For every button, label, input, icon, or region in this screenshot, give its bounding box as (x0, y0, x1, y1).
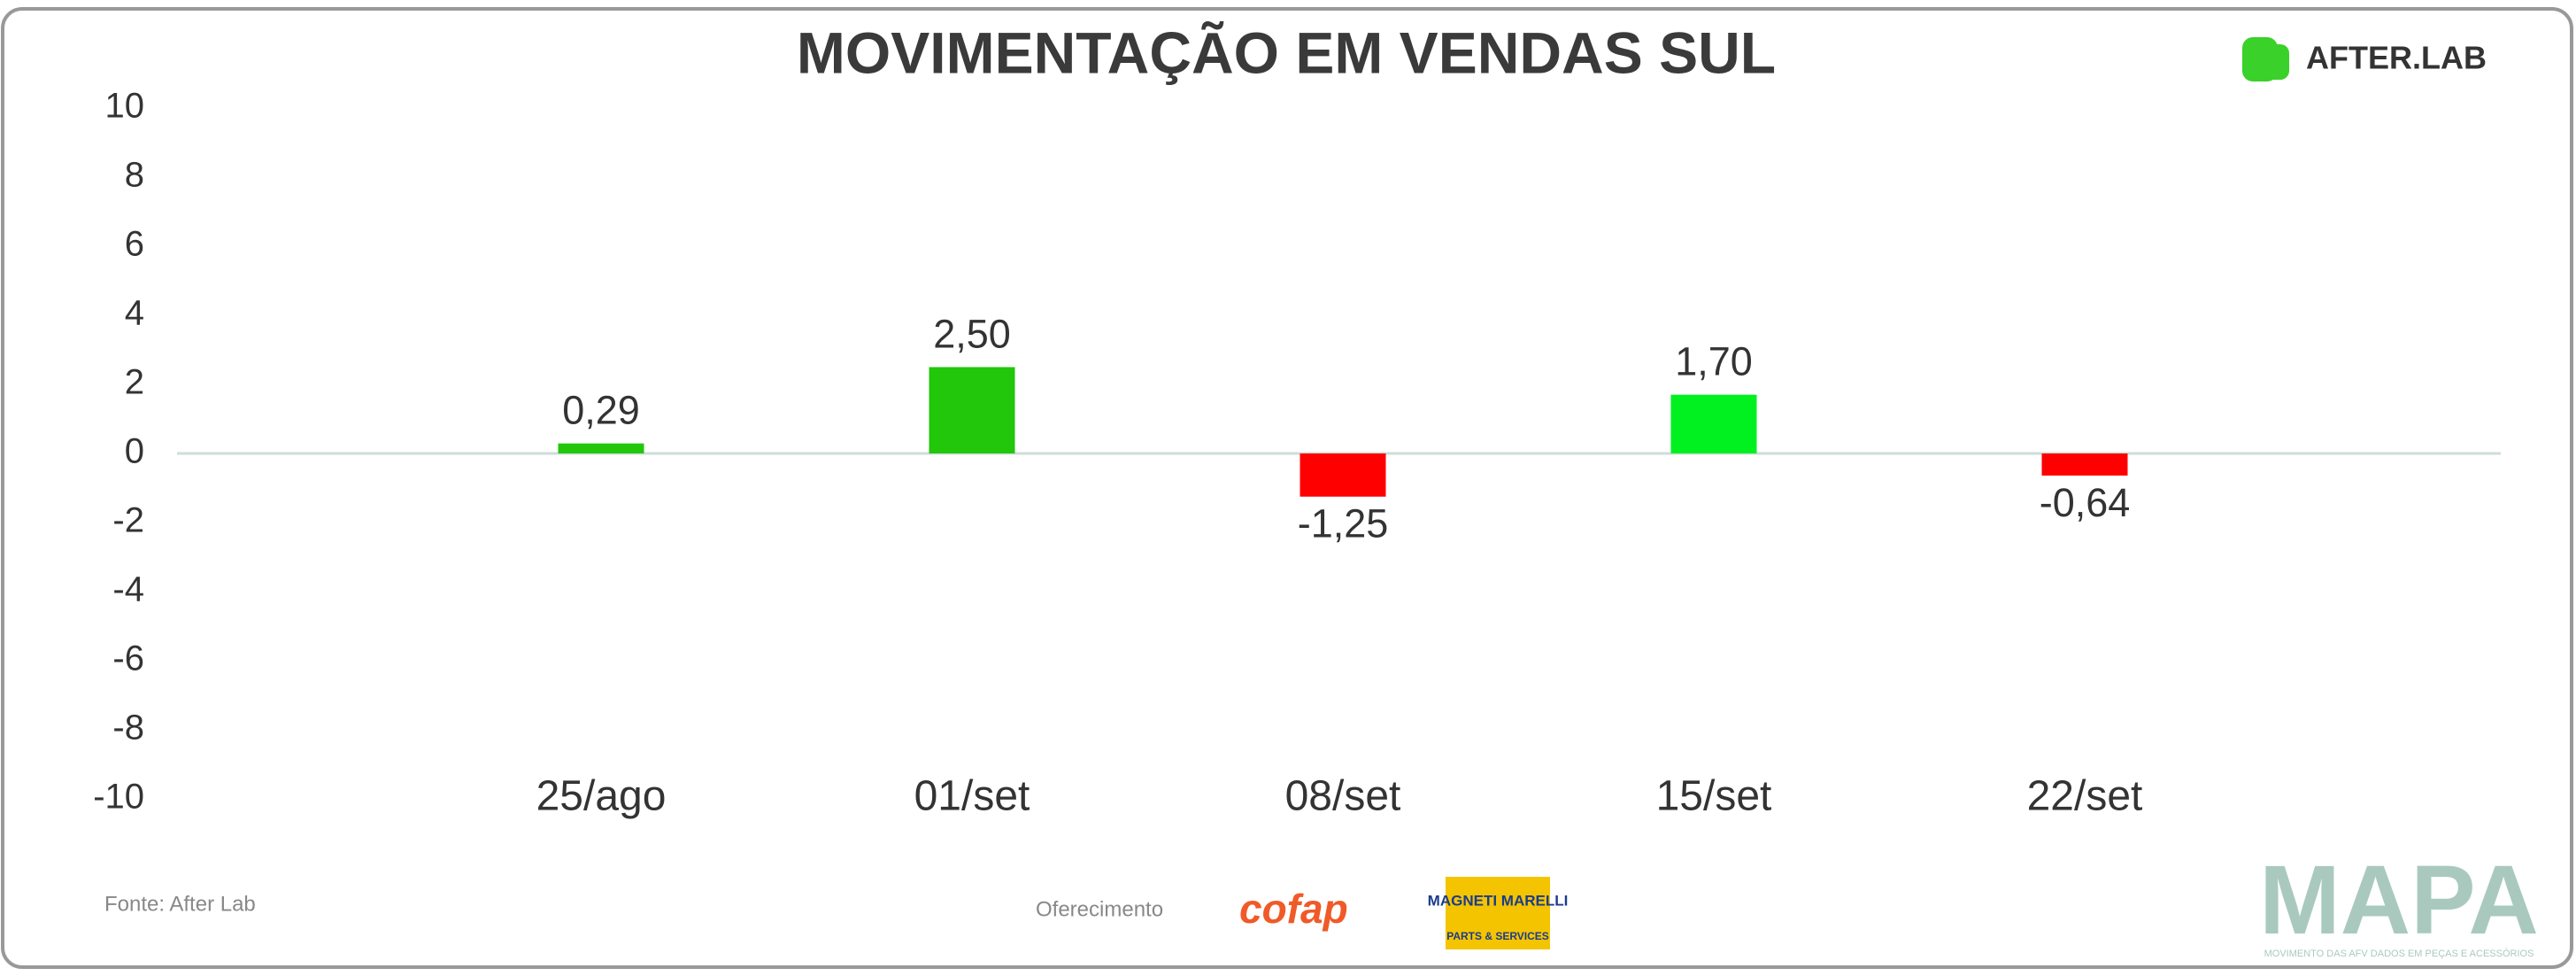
sponsor-label: Oferecimento (1036, 897, 1163, 921)
y-tick-label: 10 (105, 87, 145, 126)
marelli-text: MAGNETI MARELLI (1428, 892, 1569, 909)
y-tick-label: -6 (112, 639, 144, 678)
chart-title: MOVIMENTAÇÃO EM VENDAS SUL (797, 19, 1776, 85)
x-tick-label: 01/set (914, 773, 1030, 820)
y-tick-label: -2 (112, 501, 144, 540)
x-tick-label: 15/set (1656, 773, 1772, 820)
cofap-logo: cofap (1239, 886, 1348, 932)
bar (929, 367, 1015, 453)
logo-mark (2263, 44, 2289, 80)
source: Fonte: After Lab (104, 892, 256, 916)
y-tick-label: 6 (125, 225, 144, 264)
afterlab-logo: AFTER.LAB (2242, 37, 2487, 81)
bar (2041, 453, 2128, 476)
x-tick-label: 08/set (1285, 773, 1401, 820)
value-label: 0,29 (562, 388, 640, 433)
value-label: 2,50 (933, 311, 1011, 356)
mapa-tagline: MOVIMENTO DAS AFV DADOS EM PEÇAS E ACESS… (2264, 948, 2534, 959)
marelli-sub: PARTS & SERVICES (1446, 930, 1549, 942)
y-tick-label: 4 (125, 294, 144, 333)
value-label: -0,64 (2040, 480, 2131, 525)
frame (1, 7, 2573, 969)
mapa-logo: MAPA (2259, 846, 2539, 955)
y-tick-label: -10 (93, 778, 144, 817)
y-tick-label: -4 (112, 570, 144, 609)
bar (1670, 394, 1757, 453)
bar (558, 443, 644, 453)
value-label: -1,25 (1298, 501, 1389, 546)
y-tick-label: 0 (125, 432, 144, 471)
x-tick-label: 22/set (2027, 773, 2143, 820)
y-tick-label: 2 (125, 363, 144, 402)
y-tick-label: 8 (125, 156, 144, 195)
bar (1300, 453, 1386, 497)
marelli-logo (1446, 877, 1550, 949)
y-tick-label: -8 (112, 709, 144, 747)
x-tick-label: 25/ago (536, 773, 667, 820)
brand: AFTER.LAB (2306, 40, 2487, 76)
value-label: 1,70 (1675, 339, 1753, 384)
